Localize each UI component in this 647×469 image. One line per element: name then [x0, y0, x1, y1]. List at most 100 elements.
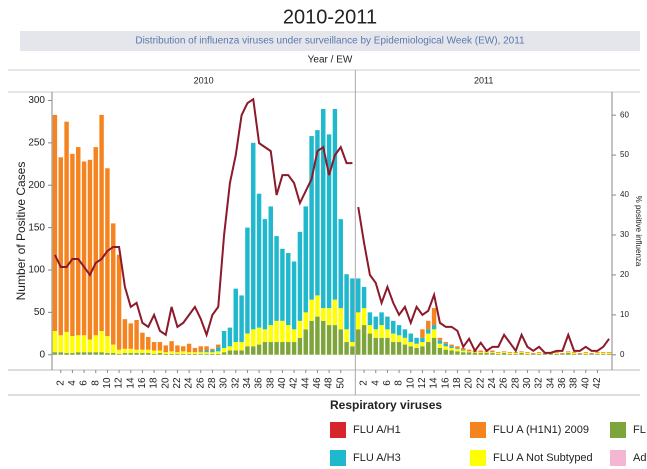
bar-segment	[519, 353, 524, 355]
bar-segment	[367, 333, 373, 355]
bar-segment	[606, 353, 612, 354]
bar-segment	[87, 159, 93, 340]
bar-segment	[221, 352, 227, 355]
x-tick-label: 4	[370, 380, 381, 386]
bar-segment	[490, 350, 495, 353]
bar-segment	[169, 353, 174, 355]
bar-segment	[344, 329, 349, 343]
bar-segment	[116, 349, 122, 354]
x-axis-title: Year / EW	[308, 55, 353, 66]
bar-segment	[64, 121, 69, 332]
bar-segment	[221, 331, 227, 348]
bar-segment	[443, 349, 448, 355]
y2-tick-label: 60	[620, 110, 629, 119]
bar-segment	[140, 332, 145, 350]
bar-segment	[536, 353, 542, 354]
bar-segment	[245, 227, 250, 334]
bar-segment	[367, 325, 373, 334]
bar-segment	[216, 344, 221, 348]
bar-segment	[204, 346, 209, 351]
bar-segment	[431, 329, 437, 338]
bar-segment	[192, 347, 198, 353]
bar-segment	[251, 142, 256, 330]
legend-swatch	[470, 450, 486, 466]
legend-label: FL	[633, 424, 646, 436]
bar-segment	[356, 278, 361, 313]
bar-segment	[601, 353, 606, 354]
x-tick-label: 50	[335, 377, 346, 389]
bar-segment	[64, 331, 69, 354]
bar-segment	[560, 353, 565, 354]
bar-segment	[560, 353, 565, 355]
bar-segment	[519, 351, 524, 353]
bar-segment	[204, 353, 209, 355]
bar-segment	[315, 316, 320, 355]
bar-segment	[58, 352, 63, 355]
bar-segment	[76, 335, 81, 353]
bar-segment	[70, 153, 75, 337]
bar-segment	[326, 134, 332, 309]
bar-segment	[466, 351, 472, 353]
bar-segment	[408, 346, 413, 355]
bar-segment	[192, 352, 198, 354]
bar-segment	[76, 352, 81, 355]
bar-segment	[431, 337, 437, 355]
bar-segment	[554, 353, 559, 355]
bar-segment	[163, 345, 168, 353]
bar-segment	[134, 349, 139, 354]
y-tick-label: 0	[39, 349, 45, 360]
x-tick-label: 38	[569, 377, 580, 389]
bar-segment	[437, 343, 443, 348]
bar-segment	[204, 350, 209, 353]
bar-segment	[478, 350, 483, 353]
bar-segment	[472, 352, 478, 354]
bar-segment	[566, 351, 571, 353]
bar-segment	[245, 346, 250, 355]
bar-segment	[367, 312, 373, 326]
bar-segment	[437, 340, 443, 344]
bar-segment	[216, 347, 221, 352]
bar-segment	[420, 337, 425, 343]
bar-segment	[595, 352, 600, 354]
x-tick-label: 2	[55, 380, 66, 386]
y2-tick-label: 40	[620, 190, 629, 199]
bar-segment	[186, 353, 192, 355]
bar-segment	[227, 350, 233, 355]
bar-segment	[303, 312, 308, 330]
bar-segment	[99, 352, 104, 355]
bar-segment	[472, 353, 478, 355]
bar-segment	[175, 353, 180, 355]
legend-label: FLU A/H1	[353, 424, 401, 436]
bar-segment	[169, 341, 174, 352]
x-tick-label: 24	[487, 377, 498, 389]
y-tick-label: 100	[28, 265, 45, 276]
panel-label: 2011	[474, 75, 493, 85]
bar-segment	[554, 353, 559, 354]
legend-label: Ad	[633, 452, 646, 464]
bar-segment	[99, 331, 104, 353]
bar-segment	[595, 353, 600, 354]
bar-segment	[332, 299, 338, 326]
bar-segment	[321, 308, 326, 321]
bar-segment	[122, 319, 128, 349]
bar-segment	[198, 352, 203, 354]
x-tick-label: 42	[592, 377, 603, 389]
bar-segment	[251, 346, 256, 355]
bar-segment	[268, 342, 273, 355]
x-tick-label: 10	[102, 377, 113, 389]
bar-segment	[321, 108, 326, 309]
bar-segment	[64, 353, 69, 355]
legend-swatch	[330, 450, 346, 466]
panel-label: 2010	[194, 75, 214, 85]
bar-segment	[175, 352, 180, 354]
percent-line	[357, 206, 610, 354]
bar-segment	[268, 325, 273, 343]
bar-segment	[198, 346, 203, 352]
bar-segment	[361, 286, 367, 309]
bar-segment	[554, 352, 559, 354]
bar-segment	[192, 353, 198, 355]
bar-segment	[99, 114, 104, 332]
x-tick-label: 12	[114, 377, 125, 389]
bar-segment	[297, 231, 303, 321]
bar-segment	[589, 353, 594, 354]
